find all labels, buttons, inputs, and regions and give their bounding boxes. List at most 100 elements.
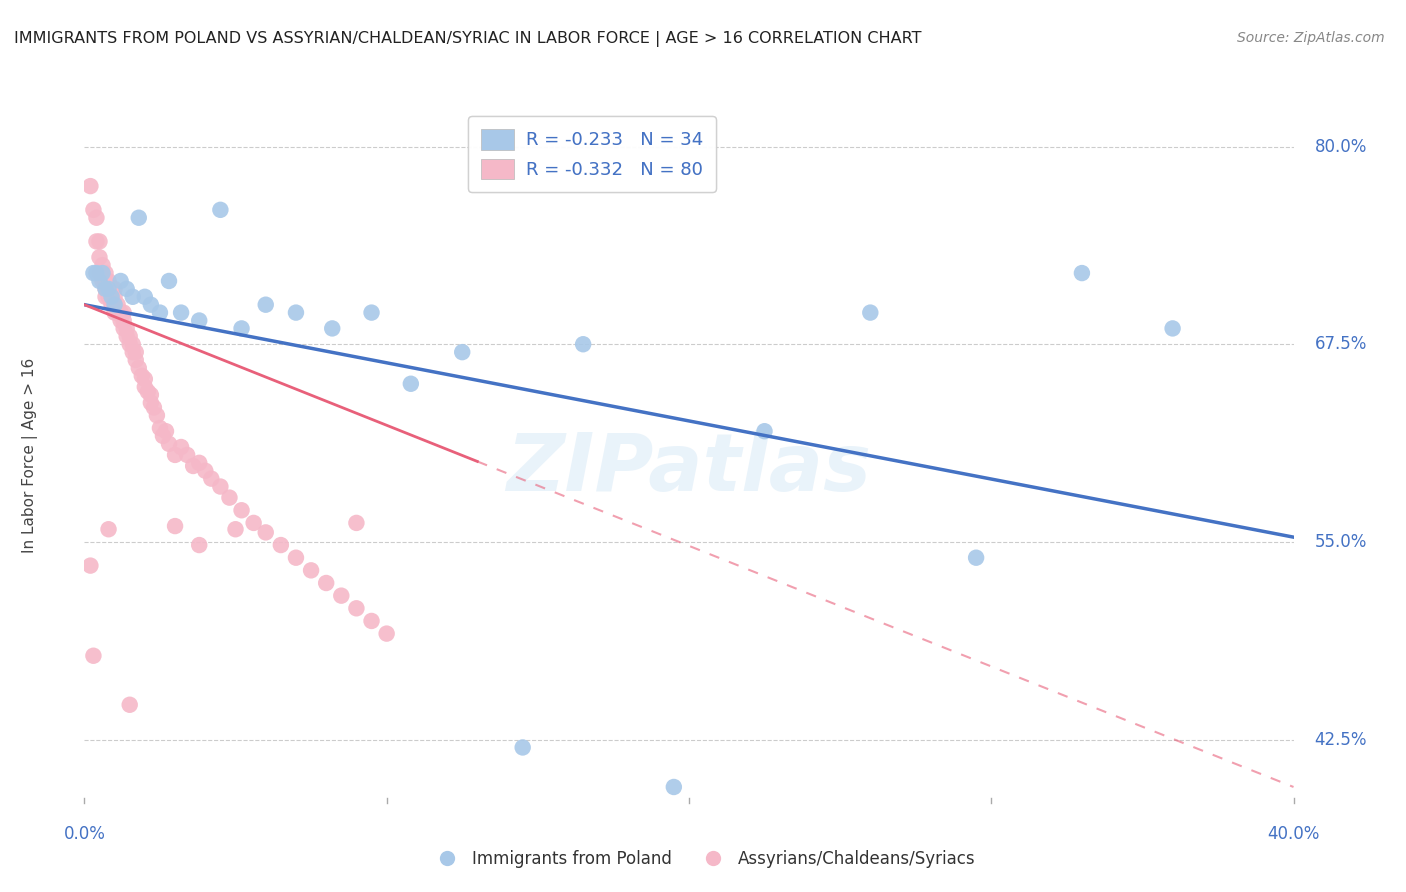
Point [121,290,143,304]
Point [149,421,172,435]
Point [157,437,180,451]
Point [100,290,122,304]
Point [284,550,308,565]
Point [142,401,165,415]
Point [157,274,180,288]
Point [110,313,132,327]
Point [270,538,292,552]
Point [97,290,120,304]
Point [134,380,156,394]
Point [330,589,353,603]
Point [346,601,368,615]
Text: In Labor Force | Age > 16: In Labor Force | Age > 16 [22,358,38,552]
Point [115,329,138,343]
Text: ZIPatlas: ZIPatlas [506,430,872,508]
Point [299,563,322,577]
Point [134,290,156,304]
Text: IMMIGRANTS FROM POLAND VS ASSYRIAN/CHALDEAN/SYRIAC IN LABOR FORCE | AGE > 16 COR: IMMIGRANTS FROM POLAND VS ASSYRIAN/CHALD… [14,31,921,47]
Point [139,388,162,402]
Point [163,519,186,533]
Point [115,282,138,296]
Point [136,384,159,399]
Point [118,698,141,712]
Point [451,345,474,359]
Point [170,305,193,319]
Point [115,321,138,335]
Point [139,298,162,312]
Point [200,472,222,486]
Point [89,235,111,249]
Point [100,298,122,312]
Point [82,648,104,663]
Point [209,479,232,493]
Point [662,780,685,794]
Point [91,266,114,280]
Point [321,321,343,335]
Text: Source: ZipAtlas.com: Source: ZipAtlas.com [1237,31,1385,45]
Point [170,440,193,454]
Legend: Immigrants from Poland, Assyrians/Chaldeans/Syriacs: Immigrants from Poland, Assyrians/Chalde… [423,844,983,875]
Point [94,282,117,296]
Point [859,305,882,319]
Point [91,266,114,280]
Point [231,503,253,517]
Point [360,305,382,319]
Point [125,345,148,359]
Point [375,626,398,640]
Point [104,298,127,312]
Point [152,429,174,443]
Point [512,740,534,755]
Point [231,321,253,335]
Point [79,179,101,194]
Point [86,266,108,280]
Point [346,516,368,530]
Point [110,305,132,319]
Point [86,235,108,249]
Point [104,305,127,319]
Point [155,424,177,438]
Point [104,290,127,304]
Point [149,305,172,319]
Point [254,298,277,312]
Point [100,282,122,296]
Point [965,550,987,565]
Point [125,353,148,368]
Point [94,282,117,296]
Text: 42.5%: 42.5% [1315,731,1367,748]
Point [209,202,232,217]
Point [97,274,120,288]
Point [86,211,108,225]
Legend: R = -0.233   N = 34, R = -0.332   N = 80: R = -0.233 N = 34, R = -0.332 N = 80 [468,116,716,192]
Point [194,464,217,478]
Point [188,313,211,327]
Point [118,337,141,351]
Point [284,305,308,319]
Point [399,376,422,391]
Text: 0.0%: 0.0% [63,825,105,843]
Point [104,282,127,296]
Point [131,368,153,383]
Point [100,290,122,304]
Point [97,282,120,296]
Point [118,329,141,343]
Text: 80.0%: 80.0% [1315,137,1367,155]
Point [97,282,120,296]
Point [754,424,776,438]
Point [107,298,129,312]
Point [128,360,150,375]
Point [112,305,135,319]
Point [82,266,104,280]
Point [94,274,117,288]
Point [94,266,117,280]
Point [110,274,132,288]
Point [107,305,129,319]
Point [97,522,120,536]
Point [188,538,211,552]
Point [176,448,198,462]
Point [89,274,111,288]
Point [134,372,156,386]
Point [112,313,135,327]
Point [139,395,162,409]
Point [89,266,111,280]
Point [82,202,104,217]
